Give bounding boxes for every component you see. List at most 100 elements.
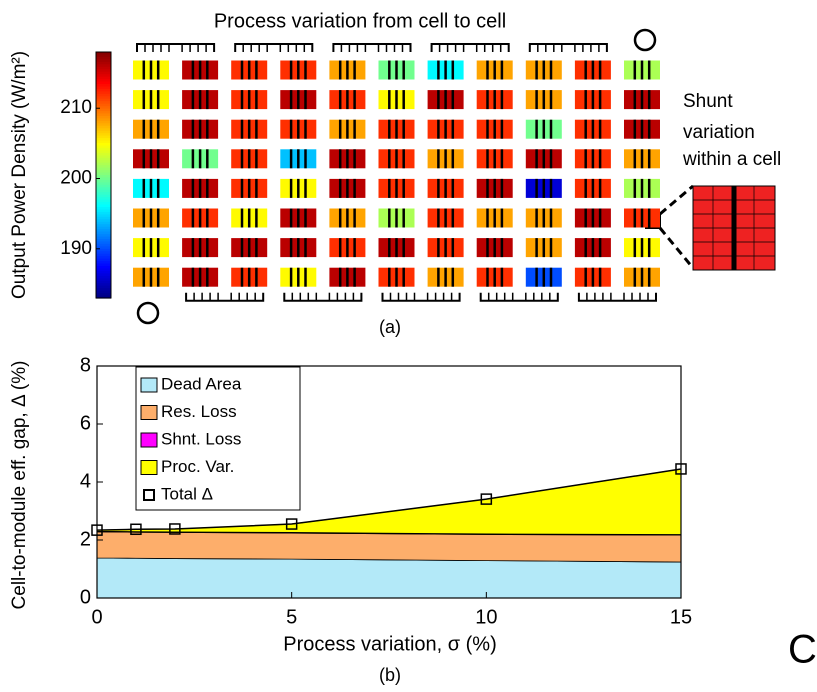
- colorbar-strip: [96, 66, 111, 70]
- colorbar-strip: [96, 170, 111, 174]
- colorbar-strip: [96, 91, 111, 95]
- x-tick-label: 5: [286, 606, 297, 628]
- colorbar-strip: [96, 246, 111, 250]
- marker: [130, 523, 142, 536]
- margin-letter: C: [788, 628, 817, 672]
- colorbar-strip: [96, 214, 111, 218]
- colorbar-strip: [96, 74, 111, 78]
- colorbar-strip: [96, 234, 111, 238]
- colorbar-strip: [96, 270, 111, 274]
- colorbar-strip: [96, 288, 111, 292]
- interconnect: [234, 43, 314, 52]
- colorbar-strip: [96, 263, 111, 267]
- colorbar-strip: [96, 184, 111, 188]
- colorbar-tick-label: 210: [60, 97, 92, 118]
- colorbar-strip: [96, 115, 111, 120]
- marker: [480, 493, 493, 505]
- x-tick-label: 0: [91, 606, 102, 628]
- colorbar-strip: [96, 202, 111, 206]
- x-tick-label: 10: [475, 606, 497, 628]
- colorbar-strip: [96, 197, 111, 201]
- terminal: [136, 301, 160, 325]
- colorbar-strip: [96, 229, 111, 233]
- colorbar-strip: [96, 118, 111, 122]
- colorbar-strip: [96, 160, 111, 164]
- colorbar-strip: [96, 280, 111, 284]
- colorbar-strip: [96, 211, 111, 215]
- interconnect: [381, 292, 461, 302]
- shunt-zoom: [645, 184, 776, 271]
- colorbar-strip: [96, 128, 111, 132]
- colorbar-strip: [96, 113, 111, 117]
- legend-label: Res. Loss: [161, 402, 237, 421]
- colorbar-strip: [96, 285, 111, 289]
- colorbar-label: Output Power Density (W/m²): [9, 51, 30, 299]
- colorbar-strip: [96, 243, 111, 247]
- colorbar-strip: [96, 103, 111, 107]
- colorbar-strip: [96, 275, 111, 279]
- interconnect: [430, 43, 510, 52]
- interconnect: [332, 43, 412, 52]
- colorbar-strip: [96, 162, 111, 166]
- colorbar-strip: [96, 241, 111, 245]
- colorbar-strip: [96, 93, 111, 97]
- colorbar-strip: [96, 101, 111, 105]
- colorbar-strip: [96, 64, 111, 68]
- colorbar-strip: [96, 52, 111, 56]
- colorbar-strip: [96, 219, 111, 223]
- annotation: Shunt: [683, 91, 733, 112]
- colorbar-strip: [96, 123, 111, 127]
- colorbar-strip: [96, 295, 111, 299]
- legend-label: Dead Area: [161, 374, 242, 393]
- interconnect: [136, 43, 216, 52]
- colorbar-strip: [96, 189, 111, 193]
- colorbar-tick-label: 200: [60, 168, 92, 189]
- colorbar-strip: [96, 209, 111, 213]
- colorbar-strip: [96, 59, 111, 63]
- colorbar-strip: [96, 152, 111, 156]
- y-axis-label: Cell-to-module eff. gap, Δ (%): [9, 361, 30, 610]
- colorbar-strip: [96, 157, 111, 161]
- colorbar-strip: [96, 165, 111, 169]
- colorbar-strip: [96, 79, 111, 83]
- colorbar-strip: [96, 278, 111, 282]
- colorbar-strip: [96, 283, 111, 287]
- x-axis-label: Process variation, σ (%): [283, 633, 497, 655]
- y-tick-label: 4: [80, 470, 91, 492]
- legend-swatch: [143, 489, 155, 501]
- colorbar-strip: [96, 167, 111, 171]
- colorbar-strip: [96, 138, 111, 142]
- colorbar-strip: [96, 206, 111, 211]
- colorbar-strip: [96, 133, 111, 137]
- colorbar-strip: [96, 293, 111, 297]
- y-tick-label: 6: [80, 412, 91, 434]
- colorbar-strip: [96, 125, 111, 129]
- area: [96, 557, 682, 599]
- colorbar-strip: [96, 261, 111, 265]
- colorbar-frame: [95, 51, 112, 299]
- colorbar-strip: [96, 86, 111, 90]
- colorbar-strip: [96, 256, 111, 260]
- legend-label: Total Δ: [161, 484, 213, 503]
- colorbar-strip: [96, 253, 111, 257]
- colorbar-strip: [96, 81, 111, 85]
- y-tick-label: 8: [80, 354, 91, 376]
- colorbar-strip: [96, 130, 111, 134]
- colorbar-strip: [96, 120, 111, 124]
- legend-box: [135, 366, 301, 511]
- marker: [285, 518, 298, 530]
- colorbar-strip: [96, 268, 111, 272]
- colorbar-tick-label: 190: [60, 238, 92, 259]
- y-tick-label: 2: [80, 528, 91, 550]
- colorbar-strip: [96, 221, 111, 225]
- colorbar-strip: [96, 226, 111, 230]
- colorbar-strip: [96, 251, 111, 255]
- colorbar-strip: [96, 204, 111, 208]
- colorbar-strip: [96, 179, 111, 183]
- x-tick-label: 15: [670, 606, 692, 628]
- annotation: variation: [683, 122, 755, 143]
- colorbar-strip: [96, 187, 111, 191]
- colorbar-strip: [96, 194, 111, 198]
- colorbar-strip: [96, 273, 111, 277]
- colorbar-strip: [96, 155, 111, 159]
